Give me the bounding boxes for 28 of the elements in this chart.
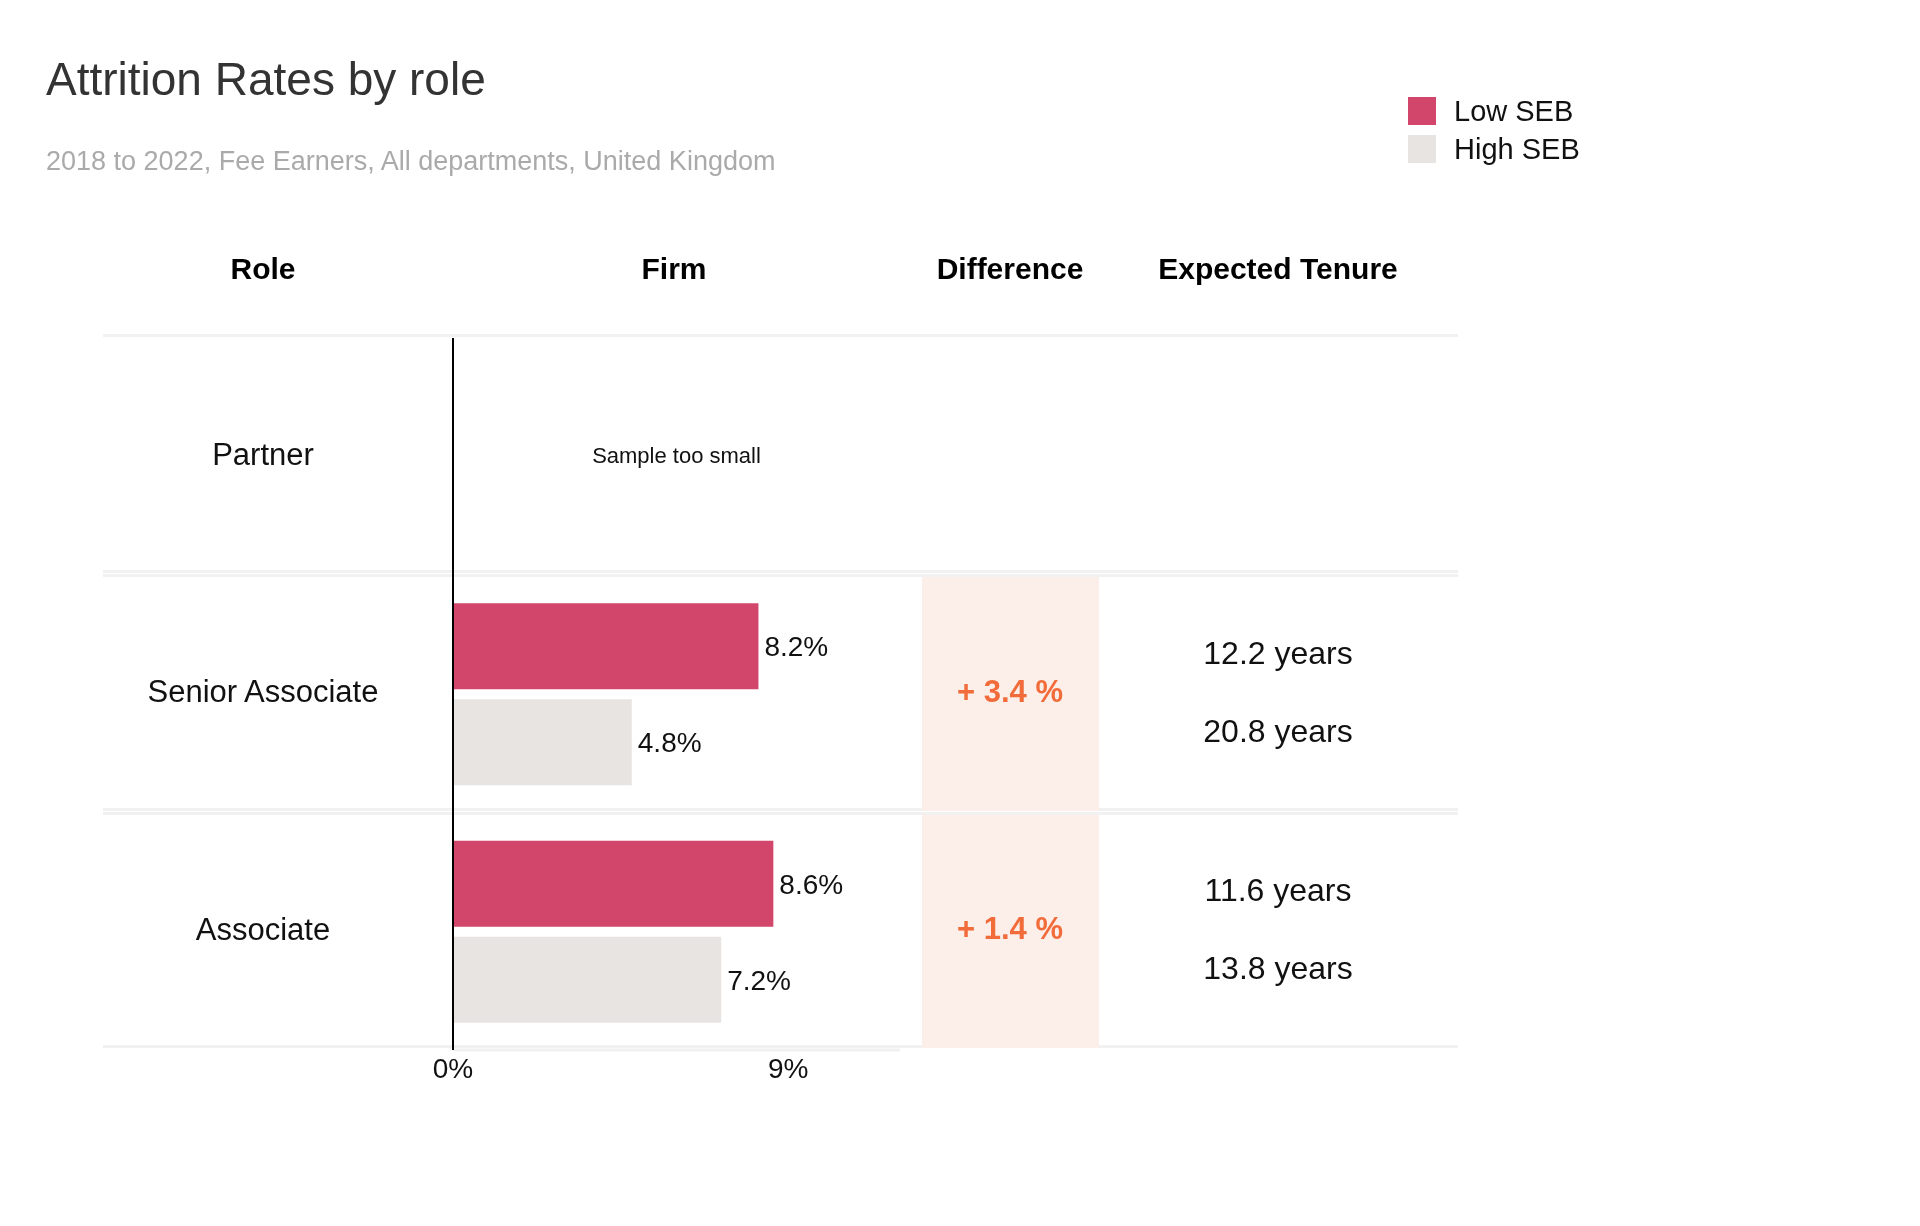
text: 11.6 years xyxy=(1203,872,1353,910)
data-label: 8.2% xyxy=(764,631,829,663)
text: 13.8 years xyxy=(1202,950,1354,988)
text: Difference xyxy=(936,252,1084,285)
text: + 3.4 % xyxy=(956,674,1064,710)
data-label: 7.2% xyxy=(727,964,792,996)
text: + 1.4 % xyxy=(956,911,1064,948)
chart-subtitle: 2018 to 2022, Fee Earners, All departments, United Kingdom xyxy=(46,146,776,177)
legend-label: High SEB xyxy=(1454,132,1580,166)
x-tick-label: 9% xyxy=(768,1052,809,1084)
text: 12.2 years xyxy=(1202,635,1354,672)
y-tick-label: Associate xyxy=(195,911,331,947)
y-tick-label: Partner xyxy=(212,436,314,472)
bar xyxy=(453,603,759,690)
y-tick-label: Senior Associate xyxy=(147,674,379,710)
legend-label: Low SEB xyxy=(1454,94,1574,128)
bar xyxy=(453,936,722,1023)
chart-title: Attrition Rates by role xyxy=(46,52,486,106)
text: 20.8 years xyxy=(1202,713,1354,750)
data-label: 4.8% xyxy=(637,727,702,759)
bar xyxy=(453,699,632,786)
annotation: Sample too small xyxy=(591,442,762,469)
y-axis-title: Role xyxy=(229,252,297,286)
x-axis-title: Firm xyxy=(640,252,708,286)
x-tick-label: 0% xyxy=(432,1052,474,1084)
data-label: 8.6% xyxy=(779,868,844,900)
text: Expected Tenure xyxy=(1157,252,1399,286)
bar xyxy=(453,840,774,927)
